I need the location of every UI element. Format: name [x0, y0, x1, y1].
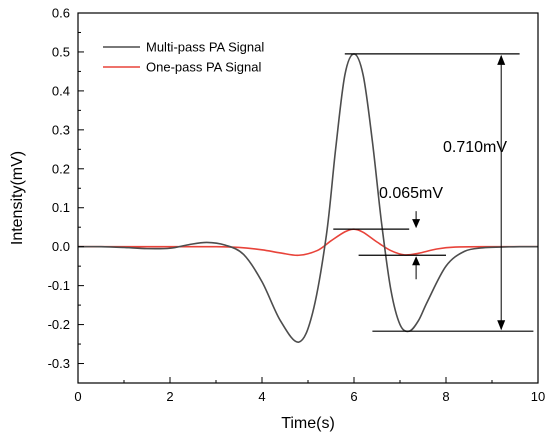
x-tick-label: 10: [531, 389, 545, 404]
series-multi-pass-line: [77, 53, 539, 343]
annotations: 0.710mV 0.065mV: [333, 53, 534, 332]
series-one-pass-line: [78, 228, 539, 257]
plot-marks: [77, 53, 539, 343]
amplitude-label: 0.710mV: [443, 139, 507, 156]
y-tick-label: 0.5: [52, 44, 70, 59]
x-tick-label: 6: [350, 389, 357, 404]
y-tick-label: 0.2: [52, 161, 70, 176]
small-amplitude-label: 0.065mV: [379, 185, 443, 202]
y-axis-title: Intensity(mV): [9, 151, 26, 245]
y-tick-label: 0.6: [52, 6, 70, 21]
legend: Multi-pass PA Signal One-pass PA Signal: [103, 40, 264, 75]
y-tick-label: 0.0: [52, 239, 70, 254]
y-tick-label: -0.3: [48, 356, 70, 371]
axis-ticks: 0 2 4 6 8 10 -0.3 -0.2 -0.1 0.0 0.1 0.2 0.3 0.4 0.5 0.6: [48, 6, 546, 405]
small-arrow-down-head: [412, 219, 421, 229]
x-tick-label: 2: [166, 389, 173, 404]
y-tick-label: -0.1: [48, 278, 70, 293]
y-tick-label: 0.4: [52, 83, 70, 98]
y-tick-label: 0.1: [52, 200, 70, 215]
y-tick-label: -0.2: [48, 317, 70, 332]
small-arrow-up-head: [412, 256, 421, 266]
legend-label-one-pass: One-pass PA Signal: [146, 60, 261, 75]
x-axis-title: Time(s): [281, 415, 335, 432]
legend-label-multi-pass: Multi-pass PA Signal: [146, 40, 264, 55]
x-tick-label: 0: [74, 389, 81, 404]
x-tick-label: 8: [442, 389, 449, 404]
amplitude-arrow-down-head: [497, 320, 506, 331]
amplitude-arrow-up-head: [497, 54, 506, 65]
x-tick-label: 4: [258, 389, 265, 404]
y-tick-label: 0.3: [52, 122, 70, 137]
